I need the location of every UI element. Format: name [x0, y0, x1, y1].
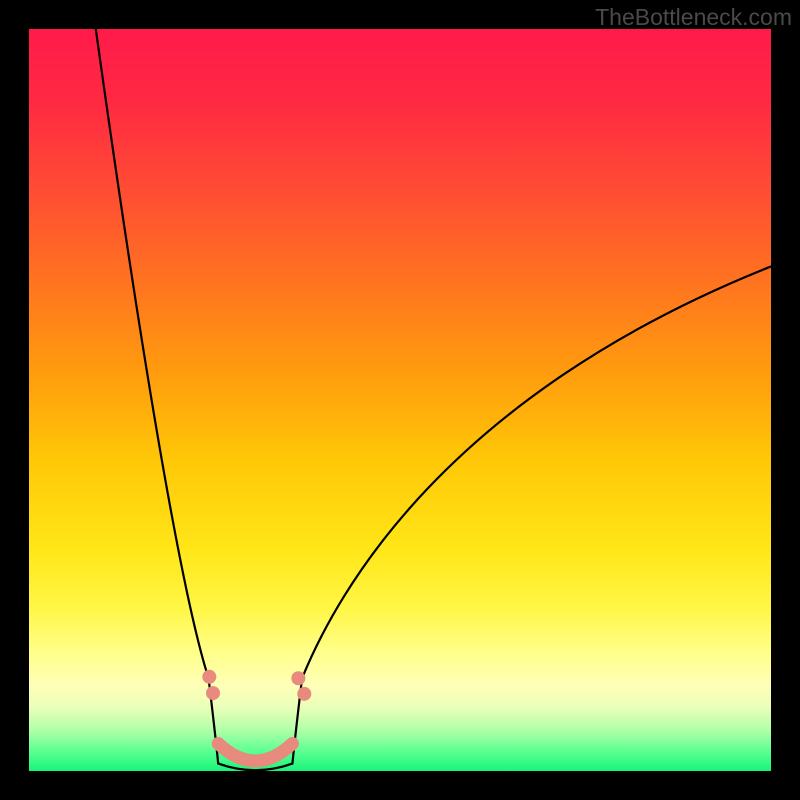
chart-stage: TheBottleneck.com	[0, 0, 800, 800]
shoulder-marker-dot	[206, 686, 220, 700]
shoulder-marker-dot	[297, 687, 311, 701]
shoulder-marker-dot	[291, 671, 305, 685]
bottleneck-chart	[0, 0, 800, 800]
plot-background	[29, 29, 771, 771]
watermark-text: TheBottleneck.com	[595, 4, 792, 31]
shoulder-marker-dot	[202, 670, 216, 684]
